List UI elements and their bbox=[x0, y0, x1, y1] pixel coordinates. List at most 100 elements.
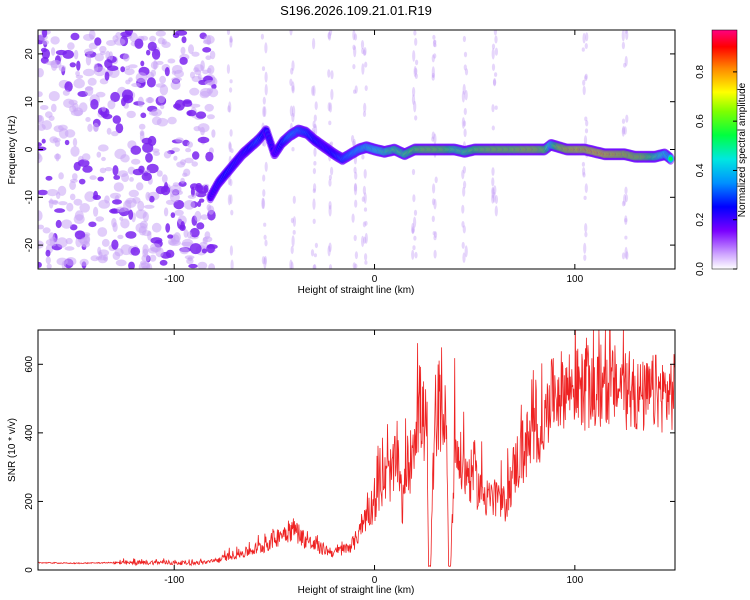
colorbar-gradient bbox=[711, 29, 738, 270]
noise-blob bbox=[131, 158, 141, 165]
noise-blob bbox=[112, 35, 119, 43]
noise-blob bbox=[92, 122, 99, 132]
noise-blob bbox=[76, 60, 81, 71]
noise-blob bbox=[205, 55, 212, 60]
noise-blob bbox=[149, 254, 157, 262]
noise-streak bbox=[313, 147, 317, 157]
noise-blob bbox=[64, 139, 70, 146]
noise-streak bbox=[230, 259, 234, 269]
bottom-yaxis-label: SNR (10 * v/v) bbox=[7, 418, 18, 482]
noise-blob bbox=[185, 147, 192, 153]
noise-blob bbox=[150, 61, 159, 70]
noise-streak bbox=[264, 84, 268, 96]
noise-blob bbox=[170, 80, 181, 90]
noise-streak bbox=[227, 194, 231, 206]
noise-streak bbox=[290, 245, 294, 255]
snr-panel: -100 0 100 0 200 400 600 Height of straight li… bbox=[7, 329, 676, 596]
noise-blob bbox=[95, 91, 106, 98]
noise-blob bbox=[138, 123, 146, 130]
noise-blob bbox=[112, 165, 119, 176]
noise-streak bbox=[353, 234, 357, 242]
noise-blob bbox=[137, 200, 145, 212]
noise-blob bbox=[140, 35, 149, 41]
noise-streak bbox=[353, 33, 358, 41]
noise-blob bbox=[134, 38, 144, 49]
noise-streak bbox=[362, 185, 366, 195]
noise-blob bbox=[126, 110, 136, 119]
noise-streak bbox=[461, 221, 465, 228]
noise-blob bbox=[63, 98, 75, 109]
noise-streak bbox=[625, 114, 629, 123]
noise-blob bbox=[58, 124, 68, 131]
noise-blob bbox=[42, 30, 48, 38]
noise-blob bbox=[120, 244, 133, 256]
noise-blob bbox=[164, 67, 170, 77]
noise-streak bbox=[291, 85, 295, 94]
noise-streak bbox=[363, 192, 367, 204]
noise-streak bbox=[411, 168, 416, 176]
noise-blob bbox=[38, 224, 44, 230]
noise-blob bbox=[51, 47, 56, 56]
noise-streak bbox=[583, 254, 587, 261]
noise-blob bbox=[197, 201, 202, 207]
noise-blob bbox=[106, 127, 112, 135]
noise-streak bbox=[360, 40, 365, 50]
noise-blob bbox=[38, 115, 44, 125]
noise-streak bbox=[494, 105, 498, 110]
noise-streak bbox=[491, 125, 495, 131]
noise-streak bbox=[290, 261, 294, 269]
noise-blob bbox=[107, 100, 116, 110]
y-tick-label: 10 bbox=[24, 96, 35, 108]
noise-streak bbox=[230, 148, 234, 154]
noise-streak bbox=[328, 174, 332, 181]
noise-streak bbox=[353, 45, 357, 58]
noise-streak bbox=[433, 43, 437, 48]
noise-blob bbox=[204, 80, 216, 86]
noise-streak bbox=[264, 71, 268, 83]
noise-blob bbox=[41, 120, 52, 131]
noise-streak bbox=[624, 30, 628, 34]
noise-blob bbox=[132, 197, 141, 204]
y-tick-label: 200 bbox=[24, 493, 35, 510]
noise-blob bbox=[165, 249, 175, 258]
noise-blob bbox=[84, 86, 94, 91]
noise-streak bbox=[491, 167, 495, 176]
noise-blob bbox=[189, 227, 200, 238]
noise-blob bbox=[146, 163, 159, 174]
noise-streak bbox=[494, 72, 498, 77]
noise-blob bbox=[51, 103, 57, 113]
noise-blob bbox=[156, 170, 163, 177]
noise-streak bbox=[292, 105, 296, 118]
noise-blob bbox=[48, 199, 59, 204]
noise-streak bbox=[412, 194, 416, 203]
noise-blob bbox=[58, 201, 68, 206]
noise-blob bbox=[72, 173, 78, 181]
noise-blob bbox=[167, 238, 177, 246]
noise-blob bbox=[50, 36, 60, 45]
noise-streak bbox=[312, 120, 316, 129]
noise-streak bbox=[229, 194, 233, 205]
noise-streak bbox=[361, 235, 365, 248]
noise-streak bbox=[624, 55, 628, 67]
noise-blob bbox=[136, 182, 144, 191]
noise-streak bbox=[432, 39, 437, 47]
noise-blob bbox=[122, 53, 130, 62]
noise-streak bbox=[364, 85, 368, 91]
noise-blob bbox=[41, 138, 46, 144]
noise-streak bbox=[584, 183, 588, 194]
noise-streak bbox=[494, 47, 498, 56]
noise-blob bbox=[104, 59, 113, 69]
noise-streak bbox=[491, 48, 495, 60]
noise-blob bbox=[200, 60, 205, 72]
noise-blob bbox=[89, 175, 97, 180]
noise-blob bbox=[135, 209, 147, 219]
noise-blob bbox=[73, 49, 79, 60]
noise-blob bbox=[70, 32, 80, 41]
noise-blob bbox=[181, 36, 187, 44]
noise-streak bbox=[584, 75, 588, 82]
noise-blob bbox=[94, 37, 102, 46]
noise-streak bbox=[491, 186, 495, 195]
noise-blob bbox=[52, 137, 61, 143]
noise-blob bbox=[167, 58, 176, 64]
